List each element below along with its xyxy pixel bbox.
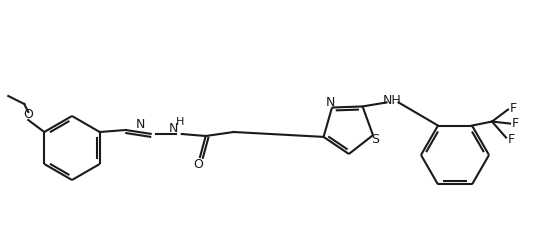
Text: F: F: [512, 117, 519, 130]
Text: N: N: [169, 122, 179, 135]
Text: N: N: [325, 96, 335, 109]
Text: N: N: [136, 118, 145, 132]
Text: O: O: [193, 159, 202, 172]
Text: H: H: [175, 117, 184, 127]
Text: S: S: [371, 133, 379, 146]
Text: NH: NH: [383, 94, 402, 107]
Text: F: F: [508, 133, 514, 146]
Text: F: F: [509, 102, 517, 115]
Text: O: O: [23, 108, 33, 120]
